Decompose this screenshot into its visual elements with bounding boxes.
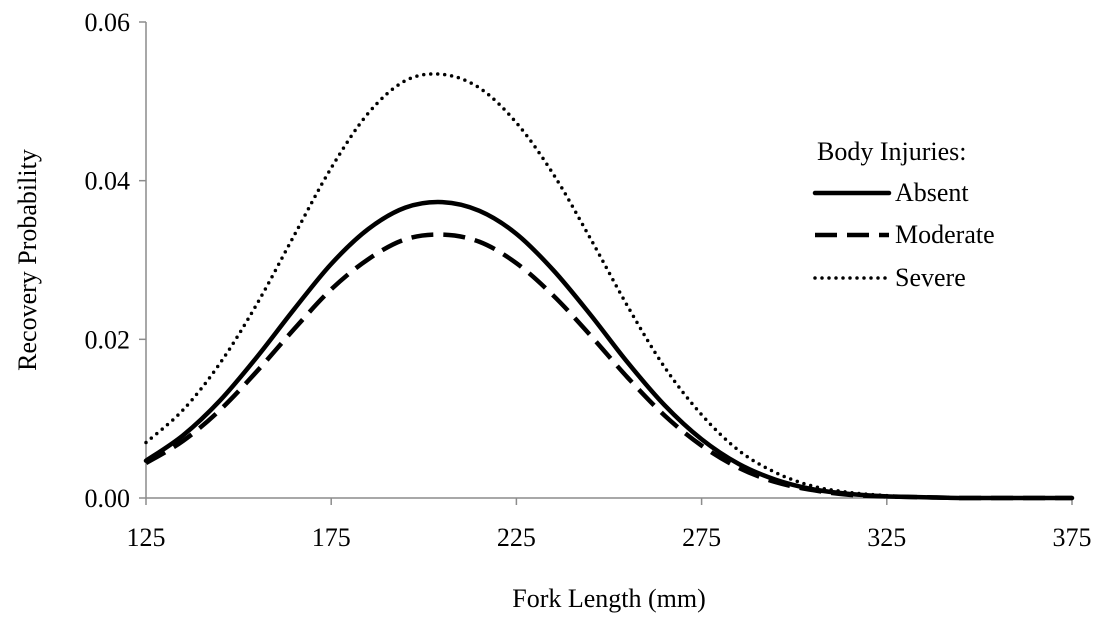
- y-ticks: 0.00 0.02 0.04 0.06: [85, 8, 146, 513]
- x-axis-label: Fork Length (mm): [512, 584, 706, 613]
- x-tick-label: 325: [867, 523, 906, 552]
- x-tick-label: 225: [497, 523, 536, 552]
- series-group: [143, 72, 1075, 501]
- x-ticks: 125 175 225 275 325 375: [127, 498, 1092, 552]
- legend: Body Injuries: Absent Moderate Severe: [812, 137, 995, 292]
- legend-label-severe: Severe: [895, 263, 966, 292]
- series-line-severe: [144, 72, 1074, 500]
- y-tick-label: 0.00: [85, 484, 131, 513]
- y-axis-label: Recovery Probability: [13, 149, 42, 371]
- legend-label-moderate: Moderate: [895, 220, 995, 249]
- axes: [145, 22, 1072, 499]
- y-tick-label: 0.06: [85, 8, 131, 37]
- y-tick-label: 0.02: [85, 325, 131, 354]
- y-tick-label: 0.04: [85, 167, 131, 196]
- x-tick-label: 375: [1053, 523, 1092, 552]
- x-tick-label: 125: [127, 523, 166, 552]
- legend-entries: Absent Moderate Severe: [812, 178, 995, 292]
- legend-title: Body Injuries:: [817, 137, 967, 166]
- x-tick-label: 175: [312, 523, 351, 552]
- legend-label-absent: Absent: [895, 178, 969, 207]
- x-tick-label: 275: [682, 523, 721, 552]
- series-line-moderate: [144, 232, 1072, 501]
